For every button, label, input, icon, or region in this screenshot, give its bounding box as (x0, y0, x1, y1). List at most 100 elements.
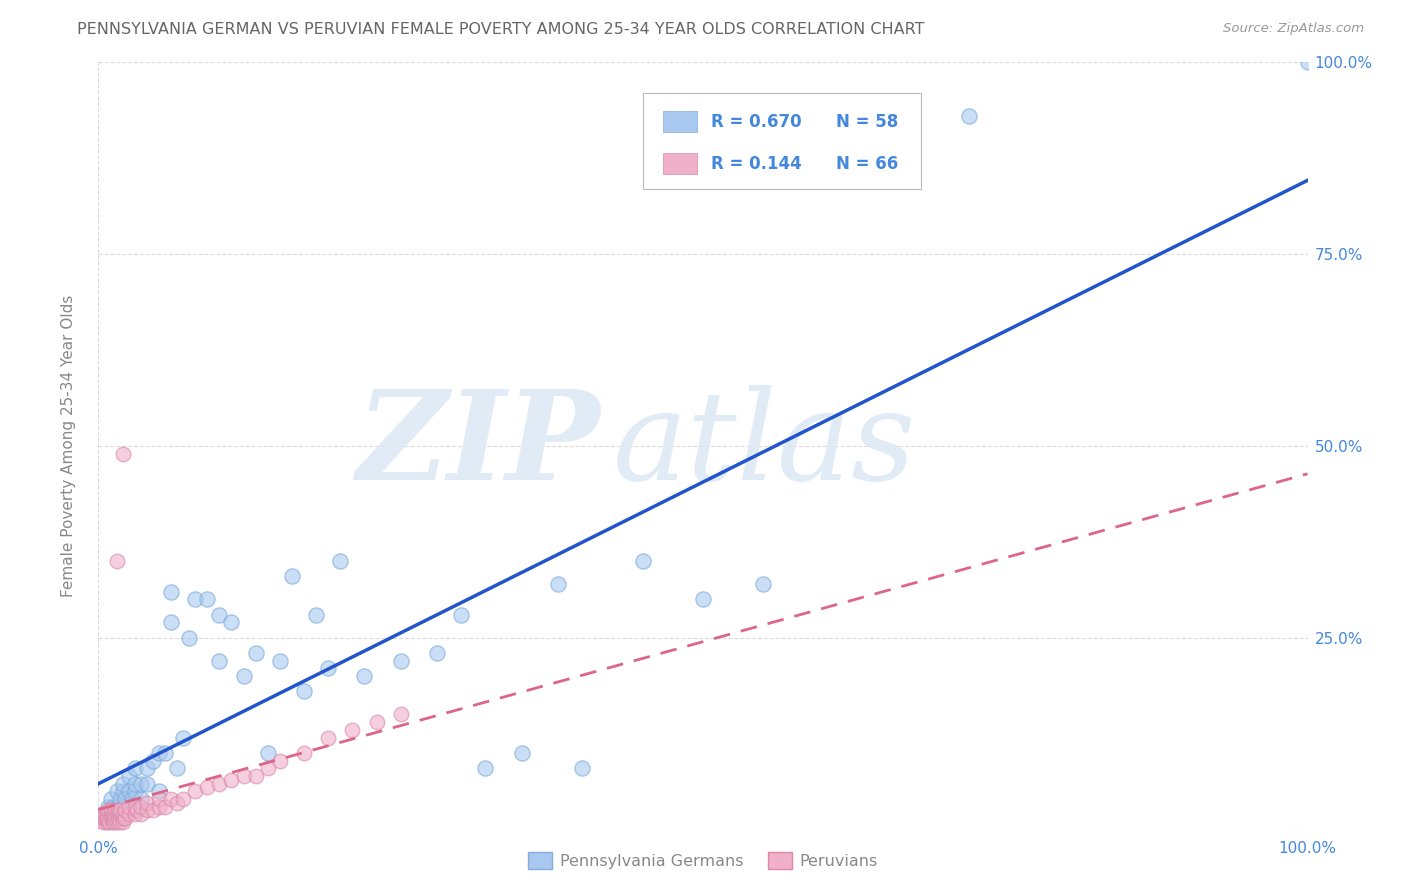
Point (631, 554, 654, 568)
Point (474, 761, 496, 775)
Text: ZIP: ZIP (357, 385, 600, 507)
Point (94, 811, 117, 825)
Point (97, 804, 120, 818)
Text: R = 0.144: R = 0.144 (711, 154, 803, 173)
Text: N = 66: N = 66 (837, 154, 898, 173)
Point (127, 804, 149, 818)
Point (510, 746, 533, 760)
Text: PENNSYLVANIA GERMAN VS PERUVIAN FEMALE POVERTY AMONG 25-34 YEAR OLDS CORRELATION: PENNSYLVANIA GERMAN VS PERUVIAN FEMALE P… (77, 22, 925, 37)
Point (135, 776, 157, 790)
Point (179, 631, 201, 645)
Point (124, 807, 146, 822)
Point (129, 807, 152, 822)
Point (208, 776, 231, 790)
Point (208, 607, 231, 622)
Point (292, 684, 315, 698)
Point (389, 654, 412, 668)
Point (450, 607, 472, 622)
Point (100, 807, 122, 822)
Point (114, 811, 136, 825)
Y-axis label: Female Poverty Among 25-34 Year Olds: Female Poverty Among 25-34 Year Olds (62, 295, 76, 597)
Point (94, 814, 117, 829)
Point (124, 799, 146, 814)
Point (316, 661, 339, 675)
Point (93, 807, 115, 822)
Point (93, 811, 115, 825)
Point (316, 731, 339, 745)
Point (245, 646, 267, 660)
Point (160, 615, 183, 630)
Point (547, 577, 569, 591)
Point (426, 646, 449, 660)
Point (118, 769, 141, 783)
Point (103, 814, 125, 829)
Point (166, 761, 188, 775)
Point (142, 804, 165, 818)
Point (256, 761, 278, 775)
FancyBboxPatch shape (643, 93, 921, 189)
Text: N = 58: N = 58 (837, 112, 898, 130)
Point (108, 807, 131, 822)
Point (148, 746, 170, 760)
Text: Source: ZipAtlas.com: Source: ZipAtlas.com (1223, 22, 1364, 36)
Point (108, 814, 131, 829)
Point (256, 746, 278, 760)
Point (160, 584, 183, 599)
Point (103, 807, 125, 822)
Point (91, 811, 114, 825)
Point (153, 799, 176, 814)
Point (329, 554, 352, 568)
Point (93, 807, 115, 822)
Legend: Pennsylvania Germans, Peruvians: Pennsylvania Germans, Peruvians (522, 846, 884, 875)
Point (90, 807, 112, 822)
Point (292, 746, 315, 760)
Point (104, 811, 127, 825)
Point (105, 799, 128, 814)
Point (100, 811, 122, 825)
Point (108, 807, 131, 822)
Point (111, 799, 134, 814)
Point (111, 811, 134, 825)
Point (96, 807, 118, 822)
Point (105, 554, 128, 568)
Point (105, 807, 128, 822)
Point (281, 569, 304, 583)
Point (111, 447, 134, 461)
Point (98, 814, 121, 829)
Point (114, 804, 136, 818)
Point (101, 814, 124, 829)
Point (221, 615, 243, 630)
Point (148, 784, 170, 798)
Point (121, 792, 143, 806)
Point (129, 799, 152, 814)
Point (105, 784, 128, 798)
Point (366, 715, 388, 730)
Point (148, 792, 170, 806)
Point (101, 811, 124, 825)
Point (135, 761, 157, 775)
Point (100, 804, 122, 818)
Point (107, 804, 129, 818)
Point (118, 784, 141, 798)
Point (172, 731, 194, 745)
Point (269, 754, 291, 768)
Point (108, 792, 131, 806)
Point (129, 792, 152, 806)
Point (389, 707, 412, 722)
Point (195, 592, 218, 607)
Point (100, 792, 122, 806)
Point (269, 654, 291, 668)
Point (118, 807, 141, 822)
Point (97, 799, 120, 814)
Text: atlas: atlas (613, 385, 915, 507)
Point (221, 772, 243, 787)
Point (172, 792, 194, 806)
Point (101, 807, 124, 822)
Point (97, 814, 120, 829)
Point (195, 780, 218, 795)
Point (353, 669, 375, 683)
Point (692, 592, 714, 607)
Bar (664, 111, 697, 132)
Point (135, 796, 157, 810)
Point (752, 577, 775, 591)
